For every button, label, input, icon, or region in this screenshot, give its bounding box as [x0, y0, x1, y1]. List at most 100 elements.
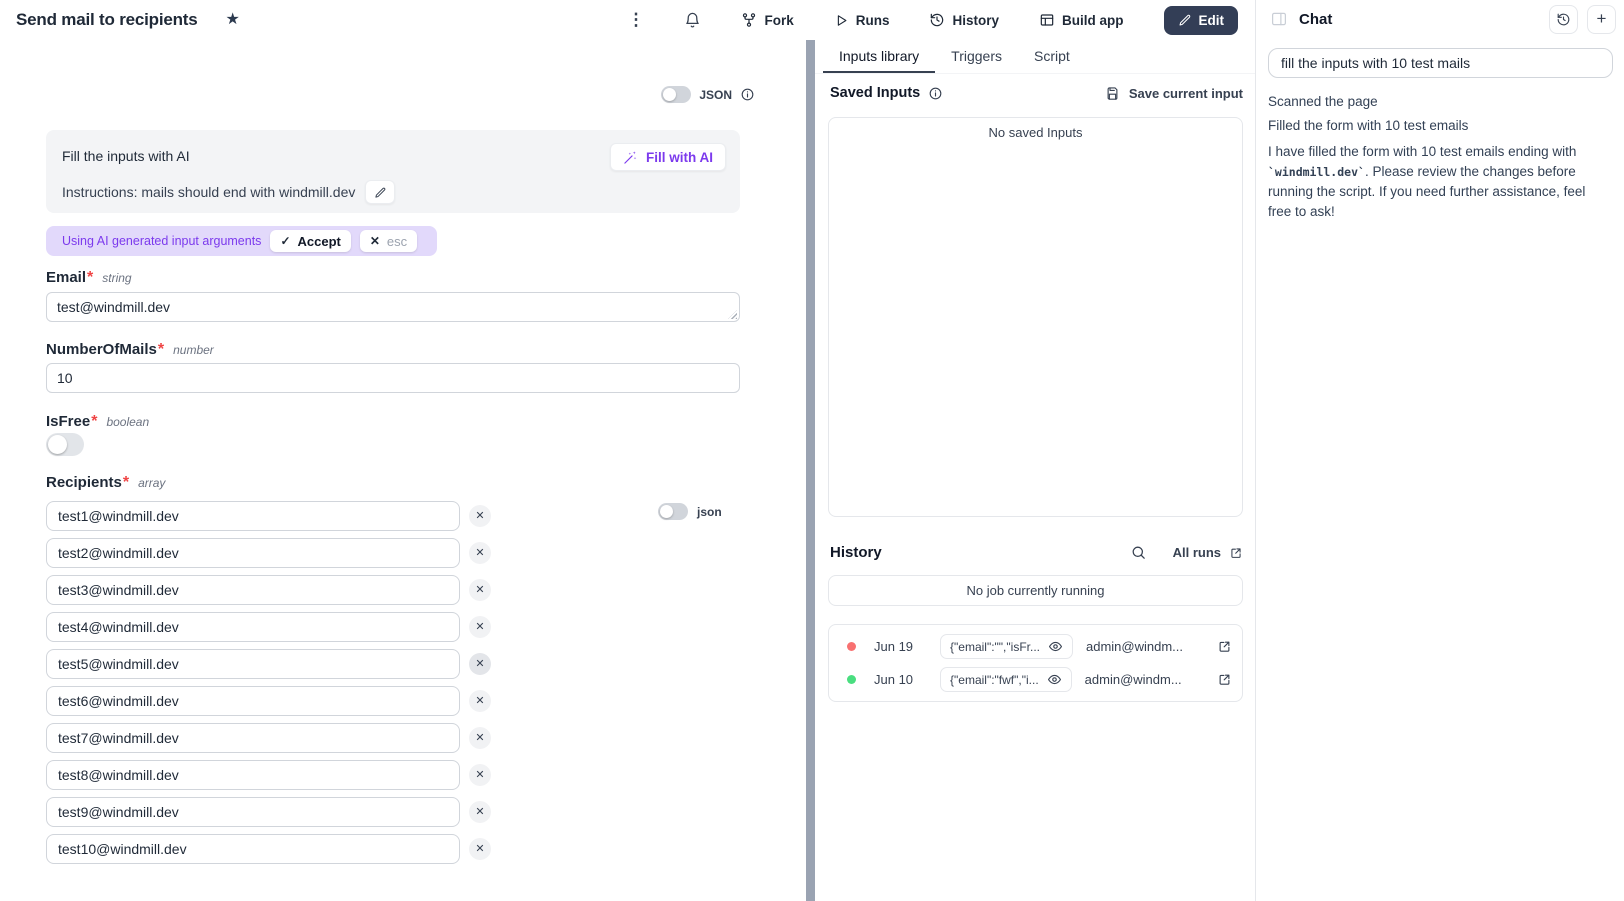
chat-title: Chat [1299, 10, 1333, 28]
history-title: History [830, 544, 882, 561]
notifications-bell-icon[interactable] [684, 12, 701, 29]
history-header: History All runs [830, 544, 1243, 561]
esc-button[interactable]: ✕ esc [359, 230, 418, 252]
email-input[interactable] [46, 292, 740, 322]
recipient-row: ✕ [46, 649, 506, 679]
fill-with-ai-button[interactable]: Fill with AI [610, 143, 726, 171]
is-free-toggle[interactable] [46, 433, 84, 456]
history-entry-row[interactable]: Jun 10 {"email":"fwf","i... admin@windm.… [839, 663, 1232, 696]
remove-recipient-button[interactable]: ✕ [469, 801, 491, 823]
search-icon[interactable] [1130, 544, 1147, 561]
history-entries-card: Jun 19 {"email":"","isFr... admin@windm.… [828, 624, 1243, 702]
save-floppy-icon [1107, 86, 1118, 100]
plus-icon: + [1596, 9, 1607, 28]
email-field-label: Email* string [46, 269, 132, 286]
remove-recipient-button[interactable]: ✕ [469, 505, 491, 527]
recipient-row: ✕ [46, 797, 506, 827]
history-entry-date: Jun 19 [874, 639, 914, 654]
run-form-pane: JSON Fill the inputs with AI Fill with A… [0, 40, 806, 901]
history-args-text: {"email":"fwf","i... [950, 672, 1039, 687]
email-input-wrap [46, 292, 740, 322]
recipient-input[interactable] [46, 723, 460, 753]
runs-button[interactable]: Runs [834, 13, 889, 28]
saved-inputs-empty-box: No saved Inputs [828, 117, 1243, 517]
recipient-input[interactable] [46, 834, 460, 864]
all-runs-link[interactable]: All runs [1173, 545, 1243, 560]
history-args-pill[interactable]: {"email":"","isFr... [940, 634, 1073, 659]
tab-triggers[interactable]: Triggers [951, 47, 1002, 64]
status-dot [847, 642, 856, 651]
assistant-message: I have filled the form with 10 test emai… [1268, 144, 1586, 219]
remove-recipient-button[interactable]: ✕ [469, 616, 491, 638]
remove-recipient-button[interactable]: ✕ [469, 579, 491, 601]
open-run-external-link-icon[interactable] [1217, 672, 1232, 687]
remove-recipient-button[interactable]: ✕ [469, 764, 491, 786]
new-chat-button[interactable]: + [1587, 4, 1616, 34]
eye-icon[interactable] [1048, 639, 1063, 654]
required-marker: * [91, 413, 98, 430]
history-entry-user: admin@windm... [1085, 639, 1183, 654]
pencil-icon [375, 187, 386, 198]
json-toggle-label: JSON [699, 87, 732, 102]
info-icon[interactable] [740, 87, 755, 102]
recipients-json-label: json [697, 504, 722, 519]
info-icon[interactable] [928, 86, 943, 101]
recipient-input[interactable] [46, 501, 460, 531]
panel-right-icon[interactable] [1270, 10, 1288, 28]
history-button[interactable]: History [929, 12, 999, 28]
recipient-row: ✕ [46, 501, 506, 531]
chat-header: Chat + [1256, 0, 1624, 38]
edit-instructions-button[interactable] [365, 180, 396, 204]
number-of-mails-label: NumberOfMails* number [46, 341, 214, 358]
history-entry-date: Jun 10 [874, 672, 914, 687]
recipient-input[interactable] [46, 649, 460, 679]
kebab-menu-icon[interactable]: ⋮ [627, 10, 645, 29]
remove-recipient-button[interactable]: ✕ [469, 690, 491, 712]
remove-recipient-button[interactable]: ✕ [469, 542, 491, 564]
recipient-row: ✕ [46, 575, 506, 605]
pane-resizer-handle[interactable] [806, 40, 815, 901]
history-entry-user: admin@windm... [1084, 672, 1182, 687]
remove-recipient-button[interactable]: ✕ [469, 653, 491, 675]
chat-status-message: Scanned the page [1268, 94, 1378, 109]
recipient-row: ✕ [46, 538, 506, 568]
recipient-input[interactable] [46, 797, 460, 827]
tab-script[interactable]: Script [1033, 47, 1070, 64]
tab-inputs-library[interactable]: Inputs library [823, 40, 936, 73]
number-of-mails-input[interactable] [46, 363, 740, 393]
history-clock-icon [931, 13, 944, 27]
recipients-json-toggle[interactable] [658, 503, 688, 520]
recipient-row: ✕ [46, 760, 506, 790]
history-args-pill[interactable]: {"email":"fwf","i... [940, 667, 1072, 692]
pencil-icon [1179, 14, 1190, 26]
app-header: Send mail to recipients ★ ⋮ Fork Runs Hi… [0, 0, 1255, 40]
recipient-input[interactable] [46, 686, 460, 716]
eye-icon[interactable] [1047, 672, 1062, 687]
inline-code: `windmill.dev` [1268, 164, 1365, 179]
build-app-button[interactable]: Build app [1039, 12, 1124, 28]
recipient-input[interactable] [46, 612, 460, 642]
recipients-list: ✕ ✕ ✕ ✕ ✕ ✕ [46, 501, 506, 871]
json-view-toggle[interactable] [661, 86, 692, 103]
recipient-input[interactable] [46, 760, 460, 790]
favorite-star-icon[interactable]: ★ [225, 11, 240, 28]
save-current-input-button[interactable]: Save current input [1105, 86, 1243, 101]
panel-tabs: Inputs library Triggers Script [815, 40, 1255, 74]
wand-sparkles-icon [624, 150, 637, 164]
ai-generated-banner: Using AI generated input arguments ✓ Acc… [46, 226, 437, 256]
chat-input[interactable] [1268, 48, 1613, 78]
remove-recipient-button[interactable]: ✕ [469, 838, 491, 860]
chat-history-button[interactable] [1549, 4, 1578, 34]
ai-panel-title: Fill the inputs with AI [62, 148, 190, 164]
fork-button[interactable]: Fork [741, 12, 794, 28]
open-run-external-link-icon[interactable] [1217, 639, 1232, 654]
accept-button[interactable]: ✓ Accept [270, 230, 351, 252]
remove-recipient-button[interactable]: ✕ [469, 727, 491, 749]
recipient-input[interactable] [46, 538, 460, 568]
edit-button[interactable]: Edit [1163, 5, 1238, 35]
recipient-row: ✕ [46, 612, 506, 642]
recipient-input[interactable] [46, 575, 460, 605]
history-entry-row[interactable]: Jun 19 {"email":"","isFr... admin@windm.… [839, 630, 1232, 663]
status-dot [847, 675, 856, 684]
required-marker: * [157, 341, 165, 358]
